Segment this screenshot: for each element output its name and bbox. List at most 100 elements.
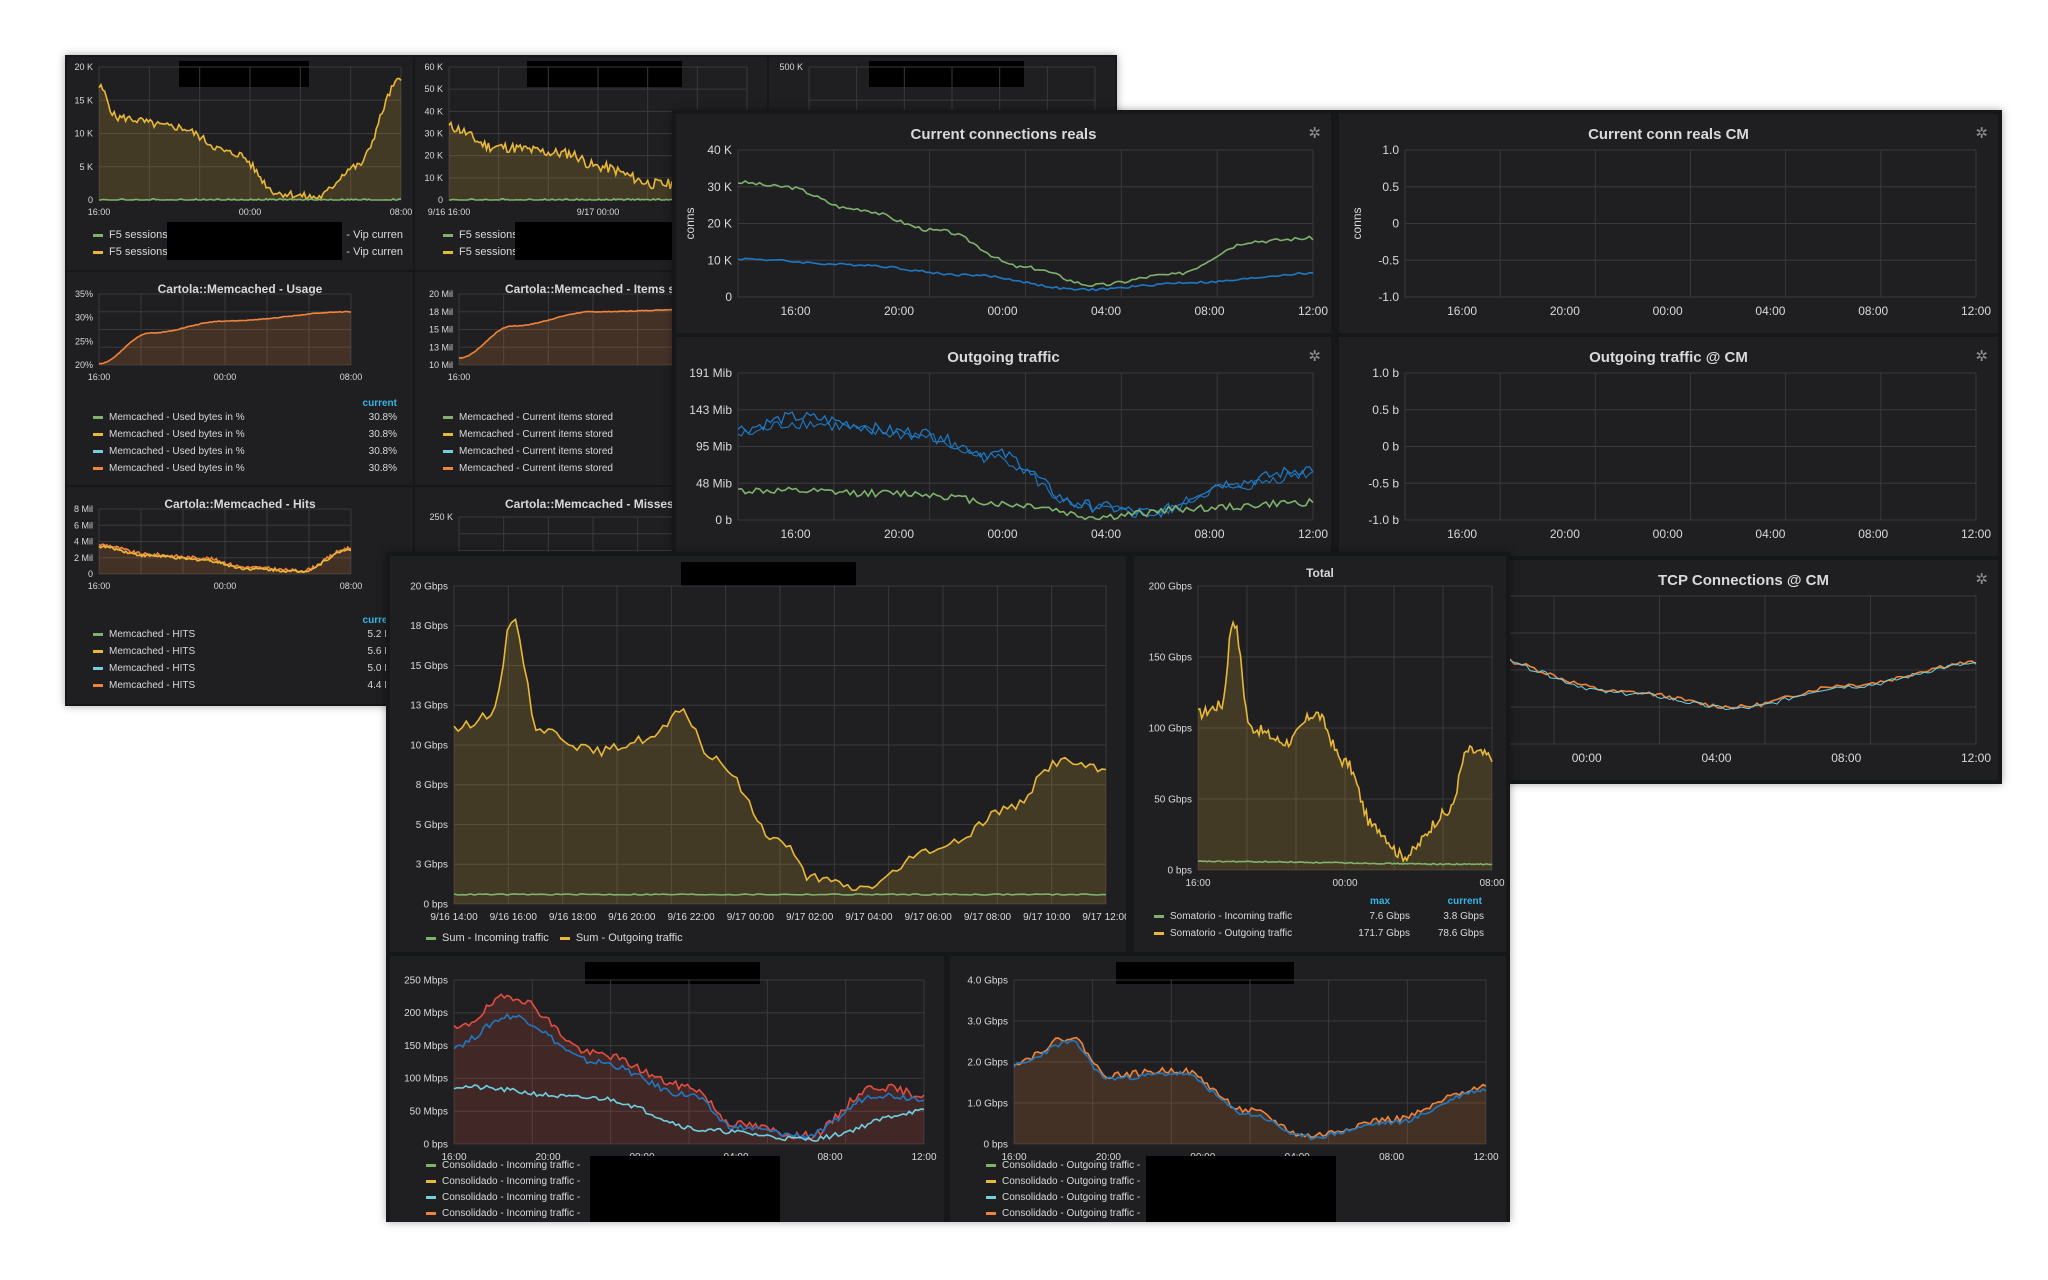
y-tick-label: 100 Mbps	[404, 1074, 448, 1085]
x-tick-label: 08:00	[1479, 878, 1504, 889]
chart-memcached-hits: 8 Mil 6 Mil 4 Mil 2 Mil 0 16:00 00:00 08:00	[74, 504, 362, 591]
legend-item[interactable]: Somatorio - Outgoing traffic 171.7 Gbps 78…	[1154, 928, 1490, 945]
redacted-title	[681, 562, 856, 586]
panel-current-conn-reals-cm[interactable]: Current conn reals CM ✲ 1.0 0.5 0 -0.5 -1.0 1…	[1339, 114, 1998, 333]
y-tick-label: -0.5 b	[1368, 476, 1399, 490]
y-tick-label: -0.5	[1378, 253, 1399, 267]
x-tick-label: 08:00	[1831, 751, 1861, 765]
y-tick-label: 150 Mbps	[404, 1041, 448, 1052]
legend-current-header[interactable]: current	[362, 615, 397, 626]
series-area	[99, 78, 401, 200]
panel-sum-traffic[interactable]: 20 Gbps 18 Gbps 15 Gbps 13 Gbps 10 Gbps 8 Gbp…	[390, 556, 1126, 952]
legend-item[interactable]: Somatorio - Incoming traffic 7.6 Gbps 3.8 …	[1154, 911, 1490, 928]
y-tick-label: 18 Mil	[429, 307, 453, 317]
legend-items: Memcached - Current items stored Memcach…	[443, 412, 743, 480]
panel-memcached-hits[interactable]: Cartola::Memcached - Hits 8 Mil 6 Mil 4 Mi…	[67, 487, 413, 704]
spinner-icon[interactable]: ✲	[1975, 348, 1988, 365]
chart-outgoing-traffic-cm: 1.0 b 0.5 b 0 b -0.5 b -1.0 b 16:00 20:00 00:00…	[1368, 366, 1991, 541]
x-tick-label: 9/16 16:00	[428, 207, 471, 217]
spinner-icon[interactable]: ✲	[1975, 571, 1988, 588]
y-tick-label: 1.0	[1382, 143, 1399, 157]
legend-item[interactable]: Sum - Outgoing traffic	[559, 932, 683, 944]
legend-item[interactable]: Consolidado - Incoming traffic -	[426, 1192, 726, 1208]
chart-current-connections-reals: 40 K 30 K 20 K 10 K 0 16:00 20:00 00:00 04:00 08:…	[683, 143, 1328, 318]
y-tick-label: 20 Gbps	[410, 581, 448, 592]
legend-item[interactable]: Memcached - HITS 4.4 Mil	[93, 680, 397, 697]
legend-item[interactable]: Consolidado - Outgoing traffic -	[986, 1176, 1286, 1192]
legend-item[interactable]: Memcached - Current items stored	[443, 446, 743, 463]
legend-sum: Sum - Incoming traffic Sum - Outgoing tr…	[426, 932, 926, 944]
panel-outgoing-traffic[interactable]: Outgoing traffic ✲ 191 Mib 143 Mib 95 Mib 4…	[676, 337, 1331, 556]
spinner-icon[interactable]: ✲	[1308, 125, 1321, 142]
y-tick-label: 50 Mbps	[410, 1107, 448, 1118]
y-tick-label: 40 K	[707, 143, 732, 157]
legend-current-header[interactable]: current	[1447, 896, 1482, 907]
panel-consolidado-incoming[interactable]: 250 Mbps 200 Mbps 150 Mbps 100 Mbps 50 Mbps 0…	[390, 956, 944, 1222]
legend-item[interactable]: Memcached - HITS 5.2 Mil	[93, 629, 397, 646]
legend-item[interactable]: Memcached - Current items stored	[443, 463, 743, 480]
legend-item[interactable]: F5 sessions	[443, 229, 743, 246]
x-tick-label: 00:00	[987, 304, 1017, 318]
spinner-icon[interactable]: ✲	[1975, 125, 1988, 142]
legend-item[interactable]: Sum - Incoming traffic	[426, 932, 549, 944]
legend-f5b: F5 sessions F5 sessions	[443, 229, 743, 263]
legend-item[interactable]: Memcached - HITS 5.0 Mil	[93, 663, 397, 680]
x-tick-label: 04:00	[1701, 751, 1731, 765]
x-tick-label: 20:00	[1550, 527, 1580, 541]
x-tick-label: 16:00	[780, 527, 810, 541]
legend-item[interactable]: Memcached - HITS 5.6 Mil	[93, 646, 397, 663]
y-tick-label: 20 Mil	[429, 289, 453, 299]
legend-item[interactable]: Memcached - Current items stored	[443, 412, 743, 429]
legend-item[interactable]: Consolidado - Outgoing traffic -	[986, 1160, 1286, 1176]
legend-item[interactable]: F5 sessions	[443, 246, 743, 263]
x-tick-label: 12:00	[1961, 527, 1991, 541]
legend-item[interactable]: Consolidado - Incoming traffic -	[426, 1176, 726, 1192]
legend-item[interactable]: Memcached - Used bytes in % 30.8%	[93, 412, 397, 429]
panel-outgoing-traffic-cm[interactable]: Outgoing traffic @ CM ✲ 1.0 b 0.5 b 0 b -0.…	[1339, 337, 1998, 556]
legend-item[interactable]: Memcached - Used bytes in % 30.8%	[93, 446, 397, 463]
legend-item[interactable]: F5 sessions - Vip curren	[93, 229, 403, 246]
x-tick-label: 08:00	[1194, 527, 1224, 541]
spinner-icon[interactable]: ✲	[1308, 348, 1321, 365]
panel-title: Outgoing traffic	[947, 349, 1060, 366]
panel-memcached-usage[interactable]: Cartola::Memcached - Usage 35% 30% 25% 20% 1…	[67, 272, 413, 485]
y-tick-label: 150 Gbps	[1149, 652, 1192, 663]
legend-item[interactable]: F5 sessions - Vip curren	[93, 246, 403, 263]
legend-max-header[interactable]: max	[1369, 896, 1390, 907]
legend-item[interactable]: Consolidado - Outgoing traffic -	[986, 1208, 1286, 1222]
panel-current-connections-reals[interactable]: Current connections reals ✲ 40 K 30 K 20 K…	[676, 114, 1331, 333]
panel-total[interactable]: Total 200 Gbps 150 Gbps 100 Gbps 50 Gbps 0 b…	[1134, 556, 1506, 952]
x-tick-label: 04:00	[1091, 527, 1121, 541]
series-line	[98, 543, 352, 574]
y-tick-label: 48 Mib	[696, 476, 732, 490]
x-tick-label: 08:00	[390, 207, 413, 217]
panel-consolidado-outgoing[interactable]: 4.0 Gbps 3.0 Gbps 2.0 Gbps 1.0 Gbps 0 bps 16:…	[950, 956, 1506, 1222]
x-tick-label: 9/16 22:00	[667, 912, 715, 923]
legend-item[interactable]: Memcached - Current items stored	[443, 429, 743, 446]
series-line	[99, 197, 402, 201]
panel-f5-sessions[interactable]: 20 K 15 K 10 K 5 K 0 16:00 00:00 08:00 F5 sessi…	[67, 57, 413, 270]
panel-title: Current connections reals	[910, 126, 1097, 143]
y-tick-label: 200 Mbps	[404, 1008, 448, 1019]
y-tick-label: 2.0 Gbps	[967, 1057, 1008, 1068]
y-tick-label: 0 b	[1382, 440, 1399, 454]
x-tick-label: 04:00	[1755, 527, 1785, 541]
x-tick-label: 9/16 18:00	[549, 912, 597, 923]
x-tick-label: 12:00	[1961, 304, 1991, 318]
legend-current-header[interactable]: current	[362, 398, 397, 409]
y-tick-label: 2 Mil	[74, 553, 93, 563]
legend-item[interactable]: Consolidado - Outgoing traffic -	[986, 1192, 1286, 1208]
legend-item[interactable]: Memcached - Used bytes in % 30.8%	[93, 429, 397, 446]
y-tick-label: 20 K	[424, 151, 443, 161]
y-tick-label: 0.5	[1382, 180, 1399, 194]
y-tick-label: 20%	[75, 360, 93, 370]
y-tick-label: 35%	[75, 289, 93, 299]
legend-item[interactable]: Consolidado - Incoming traffic -	[426, 1160, 726, 1176]
y-tick-label: 13 Gbps	[410, 701, 448, 712]
series-line	[737, 418, 1314, 518]
chart-memcached-usage: 35% 30% 25% 20% 16:00 00:00 08:00	[75, 289, 362, 382]
redacted-title	[179, 61, 309, 87]
legend-item[interactable]: Memcached - Used bytes in % 30.8%	[93, 463, 397, 480]
legend-consout: Consolidado - Outgoing traffic - Consoli…	[986, 1160, 1286, 1222]
legend-item[interactable]: Consolidado - Incoming traffic -	[426, 1208, 726, 1222]
